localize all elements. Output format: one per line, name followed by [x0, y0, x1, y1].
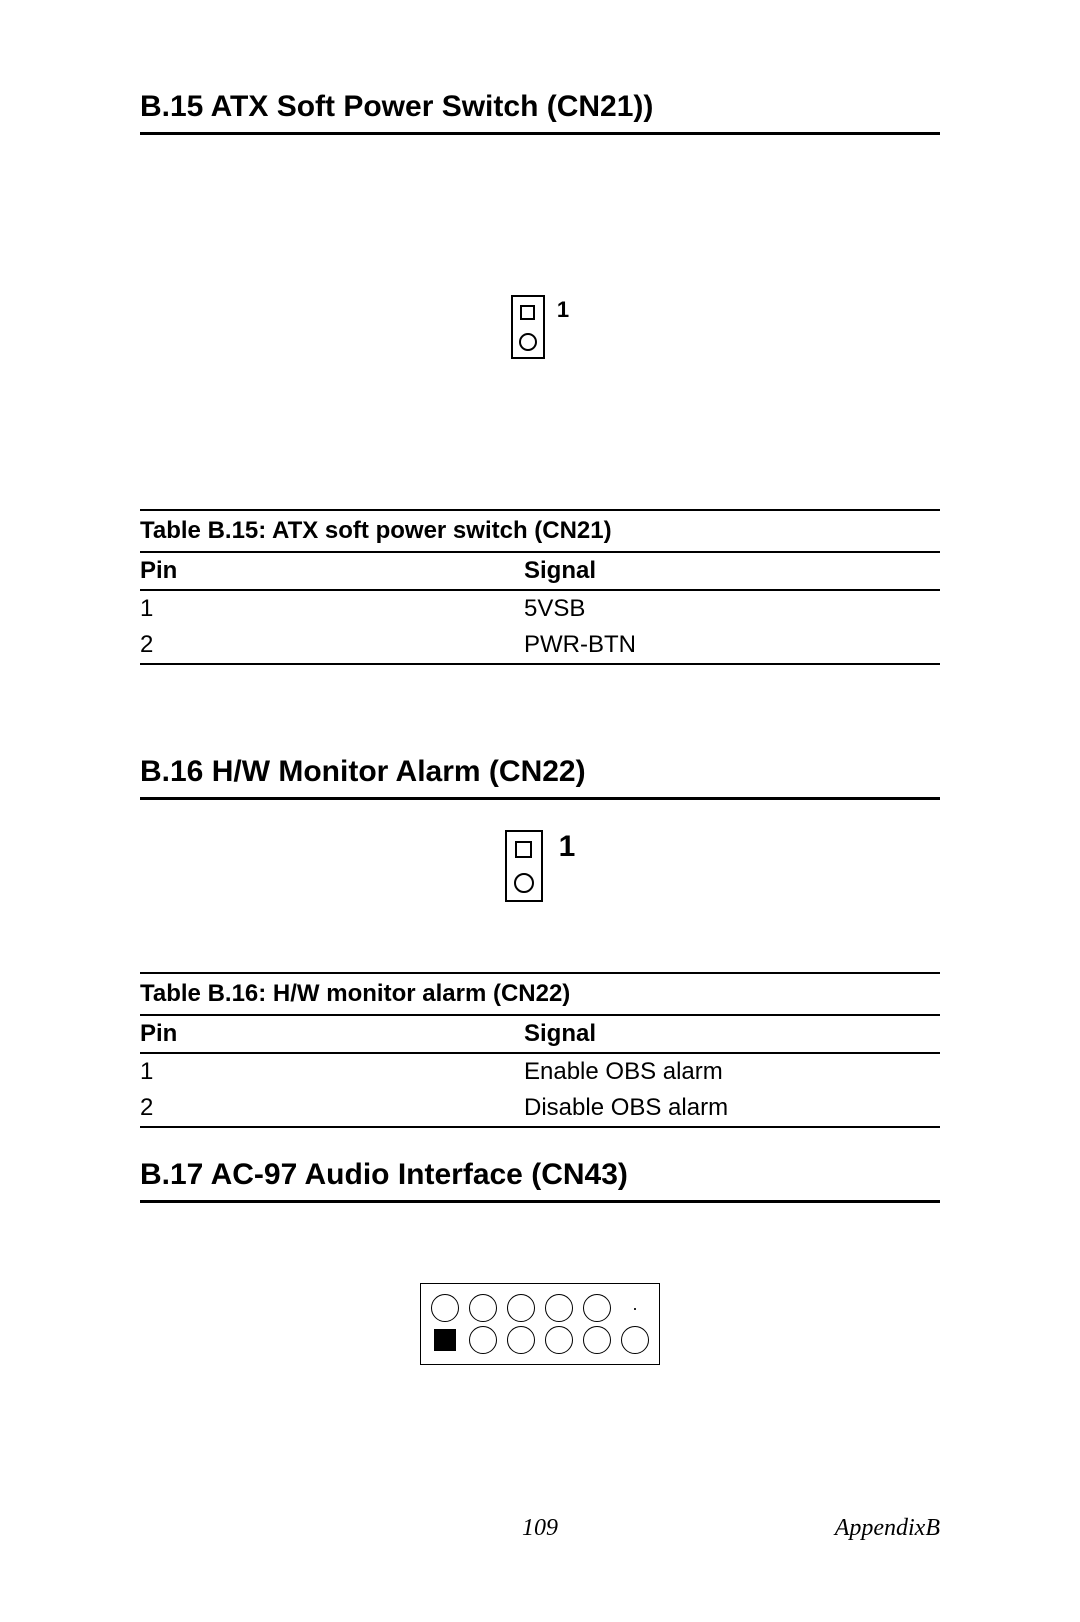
pin-circle-icon [583, 1294, 611, 1322]
page-content: B.15 ATX Soft Power Switch (CN21)) 1 Tab… [140, 90, 940, 1365]
pin2-circle-icon [514, 873, 534, 893]
section-heading-b15: B.15 ATX Soft Power Switch (CN21)) [140, 90, 940, 135]
pin1-square-icon [520, 305, 535, 320]
pin-circle-icon [507, 1326, 535, 1354]
appendix-label: AppendixB [835, 1515, 940, 1542]
table-title: Table B.15: ATX soft power switch (CN21) [140, 510, 940, 552]
page-number: 109 [522, 1515, 558, 1542]
diagram-cn43: · [140, 1283, 940, 1365]
pin1-square-icon [434, 1329, 456, 1351]
pin1-square-icon [515, 841, 532, 858]
table-cell: PWR-BTN [524, 627, 940, 664]
table-cell: 2 [140, 627, 524, 664]
table-cell: 1 [140, 1053, 524, 1090]
table-cell: Enable OBS alarm [524, 1053, 940, 1090]
table-header-pin: Pin [140, 552, 524, 590]
pin1-label: 1 [559, 830, 576, 864]
table-b15: Table B.15: ATX soft power switch (CN21)… [140, 509, 940, 665]
pin1-label: 1 [557, 297, 569, 323]
table-b16: Table B.16: H/W monitor alarm (CN22) Pin… [140, 972, 940, 1128]
table-cell: 2 [140, 1090, 524, 1127]
pin-empty-icon: · [621, 1294, 649, 1322]
pin-connector-icon [505, 830, 543, 902]
pin-header-icon: · [420, 1283, 660, 1365]
pin-circle-icon [431, 1294, 459, 1322]
table-header-signal: Signal [524, 1015, 940, 1053]
pin-circle-icon [469, 1326, 497, 1354]
table-cell: 5VSB [524, 590, 940, 627]
section-heading-b16: B.16 H/W Monitor Alarm (CN22) [140, 755, 940, 800]
section-heading-b17: B.17 AC-97 Audio Interface (CN43) [140, 1158, 940, 1203]
page-footer: 109 AppendixB [140, 1515, 940, 1542]
pin2-circle-icon [519, 333, 537, 351]
pin-circle-icon [545, 1326, 573, 1354]
table-cell: Disable OBS alarm [524, 1090, 940, 1127]
table-header-pin: Pin [140, 1015, 524, 1053]
pin-circle-icon [469, 1294, 497, 1322]
table-title: Table B.16: H/W monitor alarm (CN22) [140, 973, 940, 1015]
diagram-cn22: 1 [140, 830, 940, 902]
table-cell: 1 [140, 590, 524, 627]
pin-circle-icon [507, 1294, 535, 1322]
pin-circle-icon [545, 1294, 573, 1322]
pin-circle-icon [621, 1326, 649, 1354]
table-header-signal: Signal [524, 552, 940, 590]
pin-connector-icon [511, 295, 545, 359]
diagram-cn21: 1 [140, 295, 940, 359]
pin-circle-icon [583, 1326, 611, 1354]
